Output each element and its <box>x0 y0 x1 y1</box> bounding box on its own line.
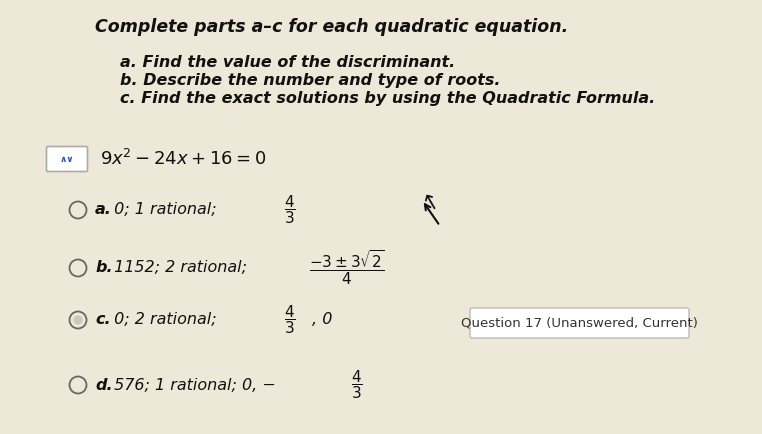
Text: , 0: , 0 <box>312 312 332 328</box>
Circle shape <box>73 316 82 325</box>
Text: c. Find the exact solutions by using the Quadratic Formula.: c. Find the exact solutions by using the… <box>120 91 655 106</box>
Text: $\dfrac{4}{3}$: $\dfrac{4}{3}$ <box>284 304 296 336</box>
Text: 0; 2 rational;: 0; 2 rational; <box>109 312 220 328</box>
Text: 576; 1 rational; 0, −: 576; 1 rational; 0, − <box>109 378 276 392</box>
Text: a. Find the value of the discriminant.: a. Find the value of the discriminant. <box>120 55 455 70</box>
Text: ∧∨: ∧∨ <box>59 155 74 164</box>
Text: a.: a. <box>95 203 112 217</box>
Text: Complete parts a–c for each quadratic equation.: Complete parts a–c for each quadratic eq… <box>95 18 568 36</box>
FancyBboxPatch shape <box>470 308 689 338</box>
Text: 1152; 2 rational;: 1152; 2 rational; <box>109 260 250 276</box>
Text: b. Describe the number and type of roots.: b. Describe the number and type of roots… <box>120 73 501 88</box>
FancyBboxPatch shape <box>46 147 88 171</box>
Text: b.: b. <box>95 260 113 276</box>
Text: $\dfrac{-3\pm3\sqrt{2}}{4}$: $\dfrac{-3\pm3\sqrt{2}}{4}$ <box>309 249 385 287</box>
Text: d.: d. <box>95 378 113 392</box>
Text: Question 17 (Unanswered, Current): Question 17 (Unanswered, Current) <box>461 316 698 329</box>
Text: $\dfrac{4}{3}$: $\dfrac{4}{3}$ <box>351 368 363 401</box>
Text: ↖: ↖ <box>418 191 442 215</box>
Text: 0; 1 rational;: 0; 1 rational; <box>109 203 220 217</box>
Text: $\dfrac{4}{3}$: $\dfrac{4}{3}$ <box>284 194 296 227</box>
Text: $9x^2-24x+16=0$: $9x^2-24x+16=0$ <box>100 149 266 169</box>
Text: c.: c. <box>95 312 110 328</box>
